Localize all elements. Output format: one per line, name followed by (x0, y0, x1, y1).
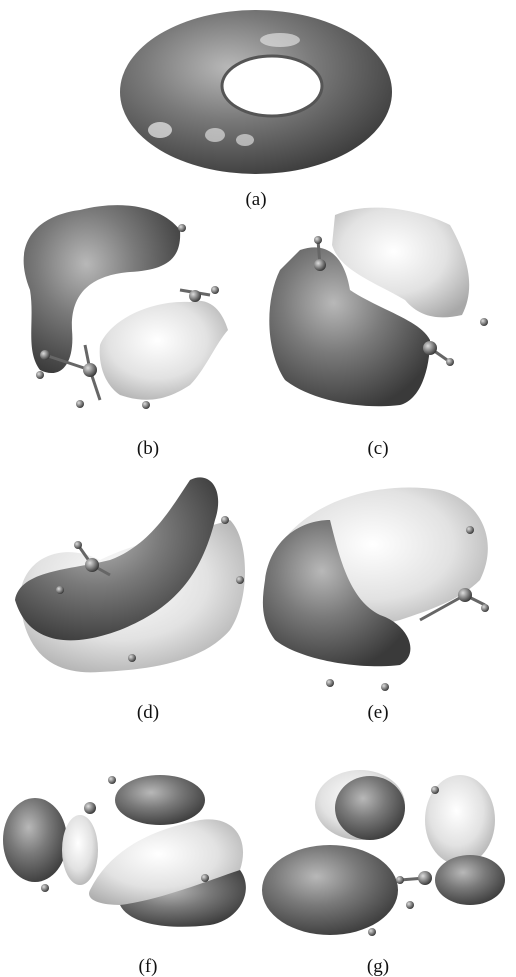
panel-label: (b) (137, 438, 159, 459)
panel-label: (e) (367, 702, 388, 723)
panel-label: (g) (367, 956, 389, 977)
orbital-a (120, 10, 392, 174)
orbital-f (3, 775, 246, 927)
figure: (a) (b) (c) (d) (e) (0, 0, 516, 977)
orbital-c (269, 208, 488, 407)
orbital-e (263, 487, 489, 691)
panel-label: (d) (137, 702, 159, 723)
orbital-d (15, 477, 245, 672)
panel-label: (a) (245, 189, 266, 210)
orbital-b (24, 205, 228, 409)
panel-label: (f) (139, 956, 158, 977)
orbital-g (262, 770, 505, 936)
panel-label: (c) (367, 438, 388, 459)
